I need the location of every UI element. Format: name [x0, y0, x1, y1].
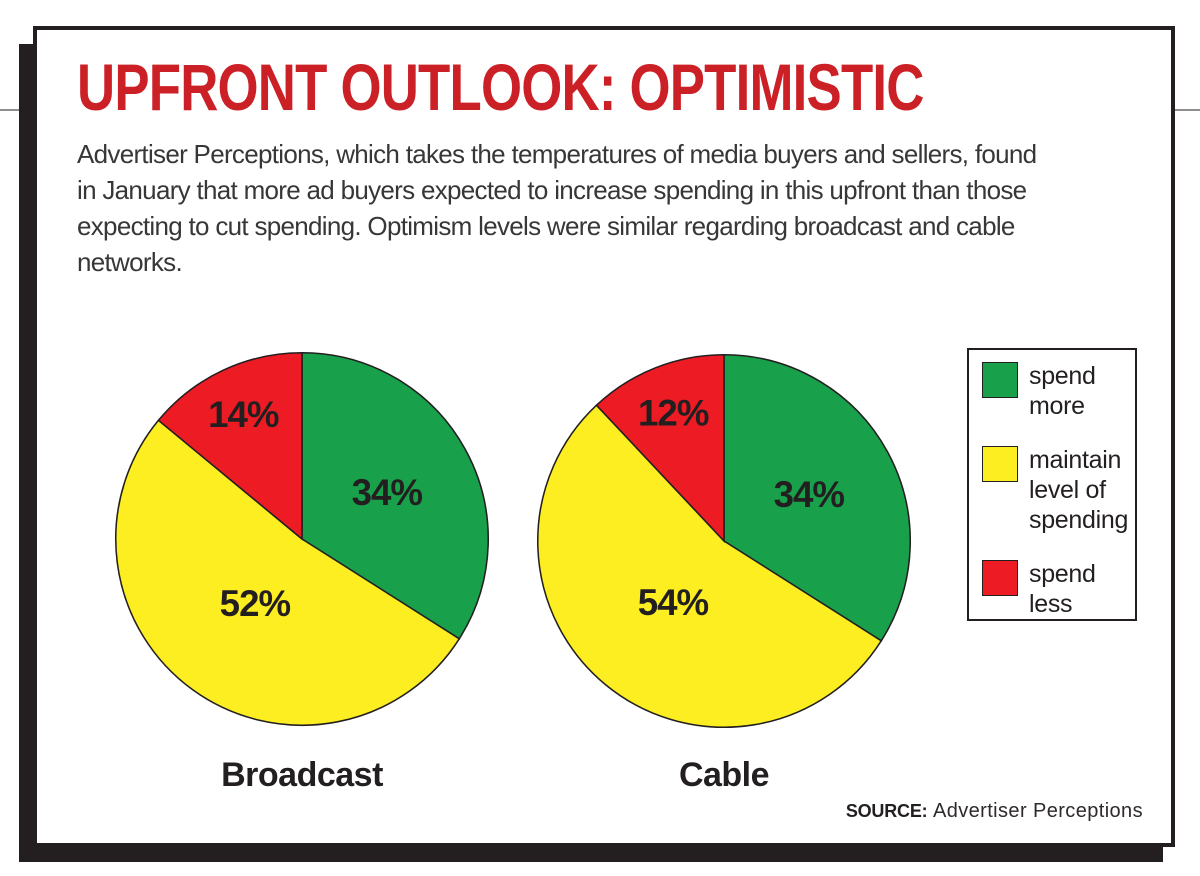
pie-slice-spend-less: [157, 351, 303, 541]
legend: spend more maintain level of spending sp…: [967, 348, 1137, 621]
pie-slice-value-label: 34%: [774, 474, 845, 515]
pie-slice-value-label: 54%: [638, 582, 709, 623]
legend-swatch-green: [982, 362, 1018, 398]
source-value: Advertiser Perceptions: [932, 800, 1143, 822]
legend-label-spend-more: spend more: [1029, 362, 1096, 420]
chart-title: UPFRONT OUTLOOK: OPTIMISTIC: [77, 50, 924, 124]
pie-slice-spend-more: [723, 353, 911, 642]
source-line: SOURCE: Advertiser Perceptions: [846, 800, 1143, 823]
pie-chart-cable: 34% 54% 12%: [537, 353, 911, 728]
legend-swatch-red: [982, 560, 1018, 596]
legend-label-spend-less: spend less: [1029, 560, 1096, 618]
legend-item-spend-less: spend less: [982, 559, 1125, 619]
pie-slice-value-label: 12%: [638, 392, 709, 433]
chart-card: UPFRONT OUTLOOK: OPTIMISTIC Advertiser P…: [33, 26, 1175, 847]
pie-slice-spend-more: [301, 351, 489, 640]
pie-caption-broadcast: Broadcast: [221, 756, 383, 794]
pie-slice-spend-less: [595, 353, 725, 543]
legend-label-maintain-level: maintain level of spending: [1029, 446, 1129, 534]
chart-description: Advertiser Perceptions, which takes the …: [77, 139, 1037, 277]
legend-item-spend-more: spend more: [982, 361, 1125, 421]
pie-slice-maintain-level-of-spending: [115, 419, 461, 726]
pie-slice-maintain-level-of-spending: [537, 404, 883, 728]
pie-slice-value-label: 52%: [220, 583, 291, 624]
legend-item-maintain-level: maintain level of spending: [982, 445, 1129, 535]
source-label: SOURCE:: [845, 801, 928, 821]
pie-caption-cable: Cable: [678, 756, 770, 794]
legend-swatch-yellow: [982, 446, 1018, 482]
pie-chart-broadcast: 34% 52% 14%: [115, 351, 489, 726]
pie-slice-value-label: 14%: [208, 394, 279, 435]
pie-slice-value-label: 34%: [352, 472, 423, 513]
